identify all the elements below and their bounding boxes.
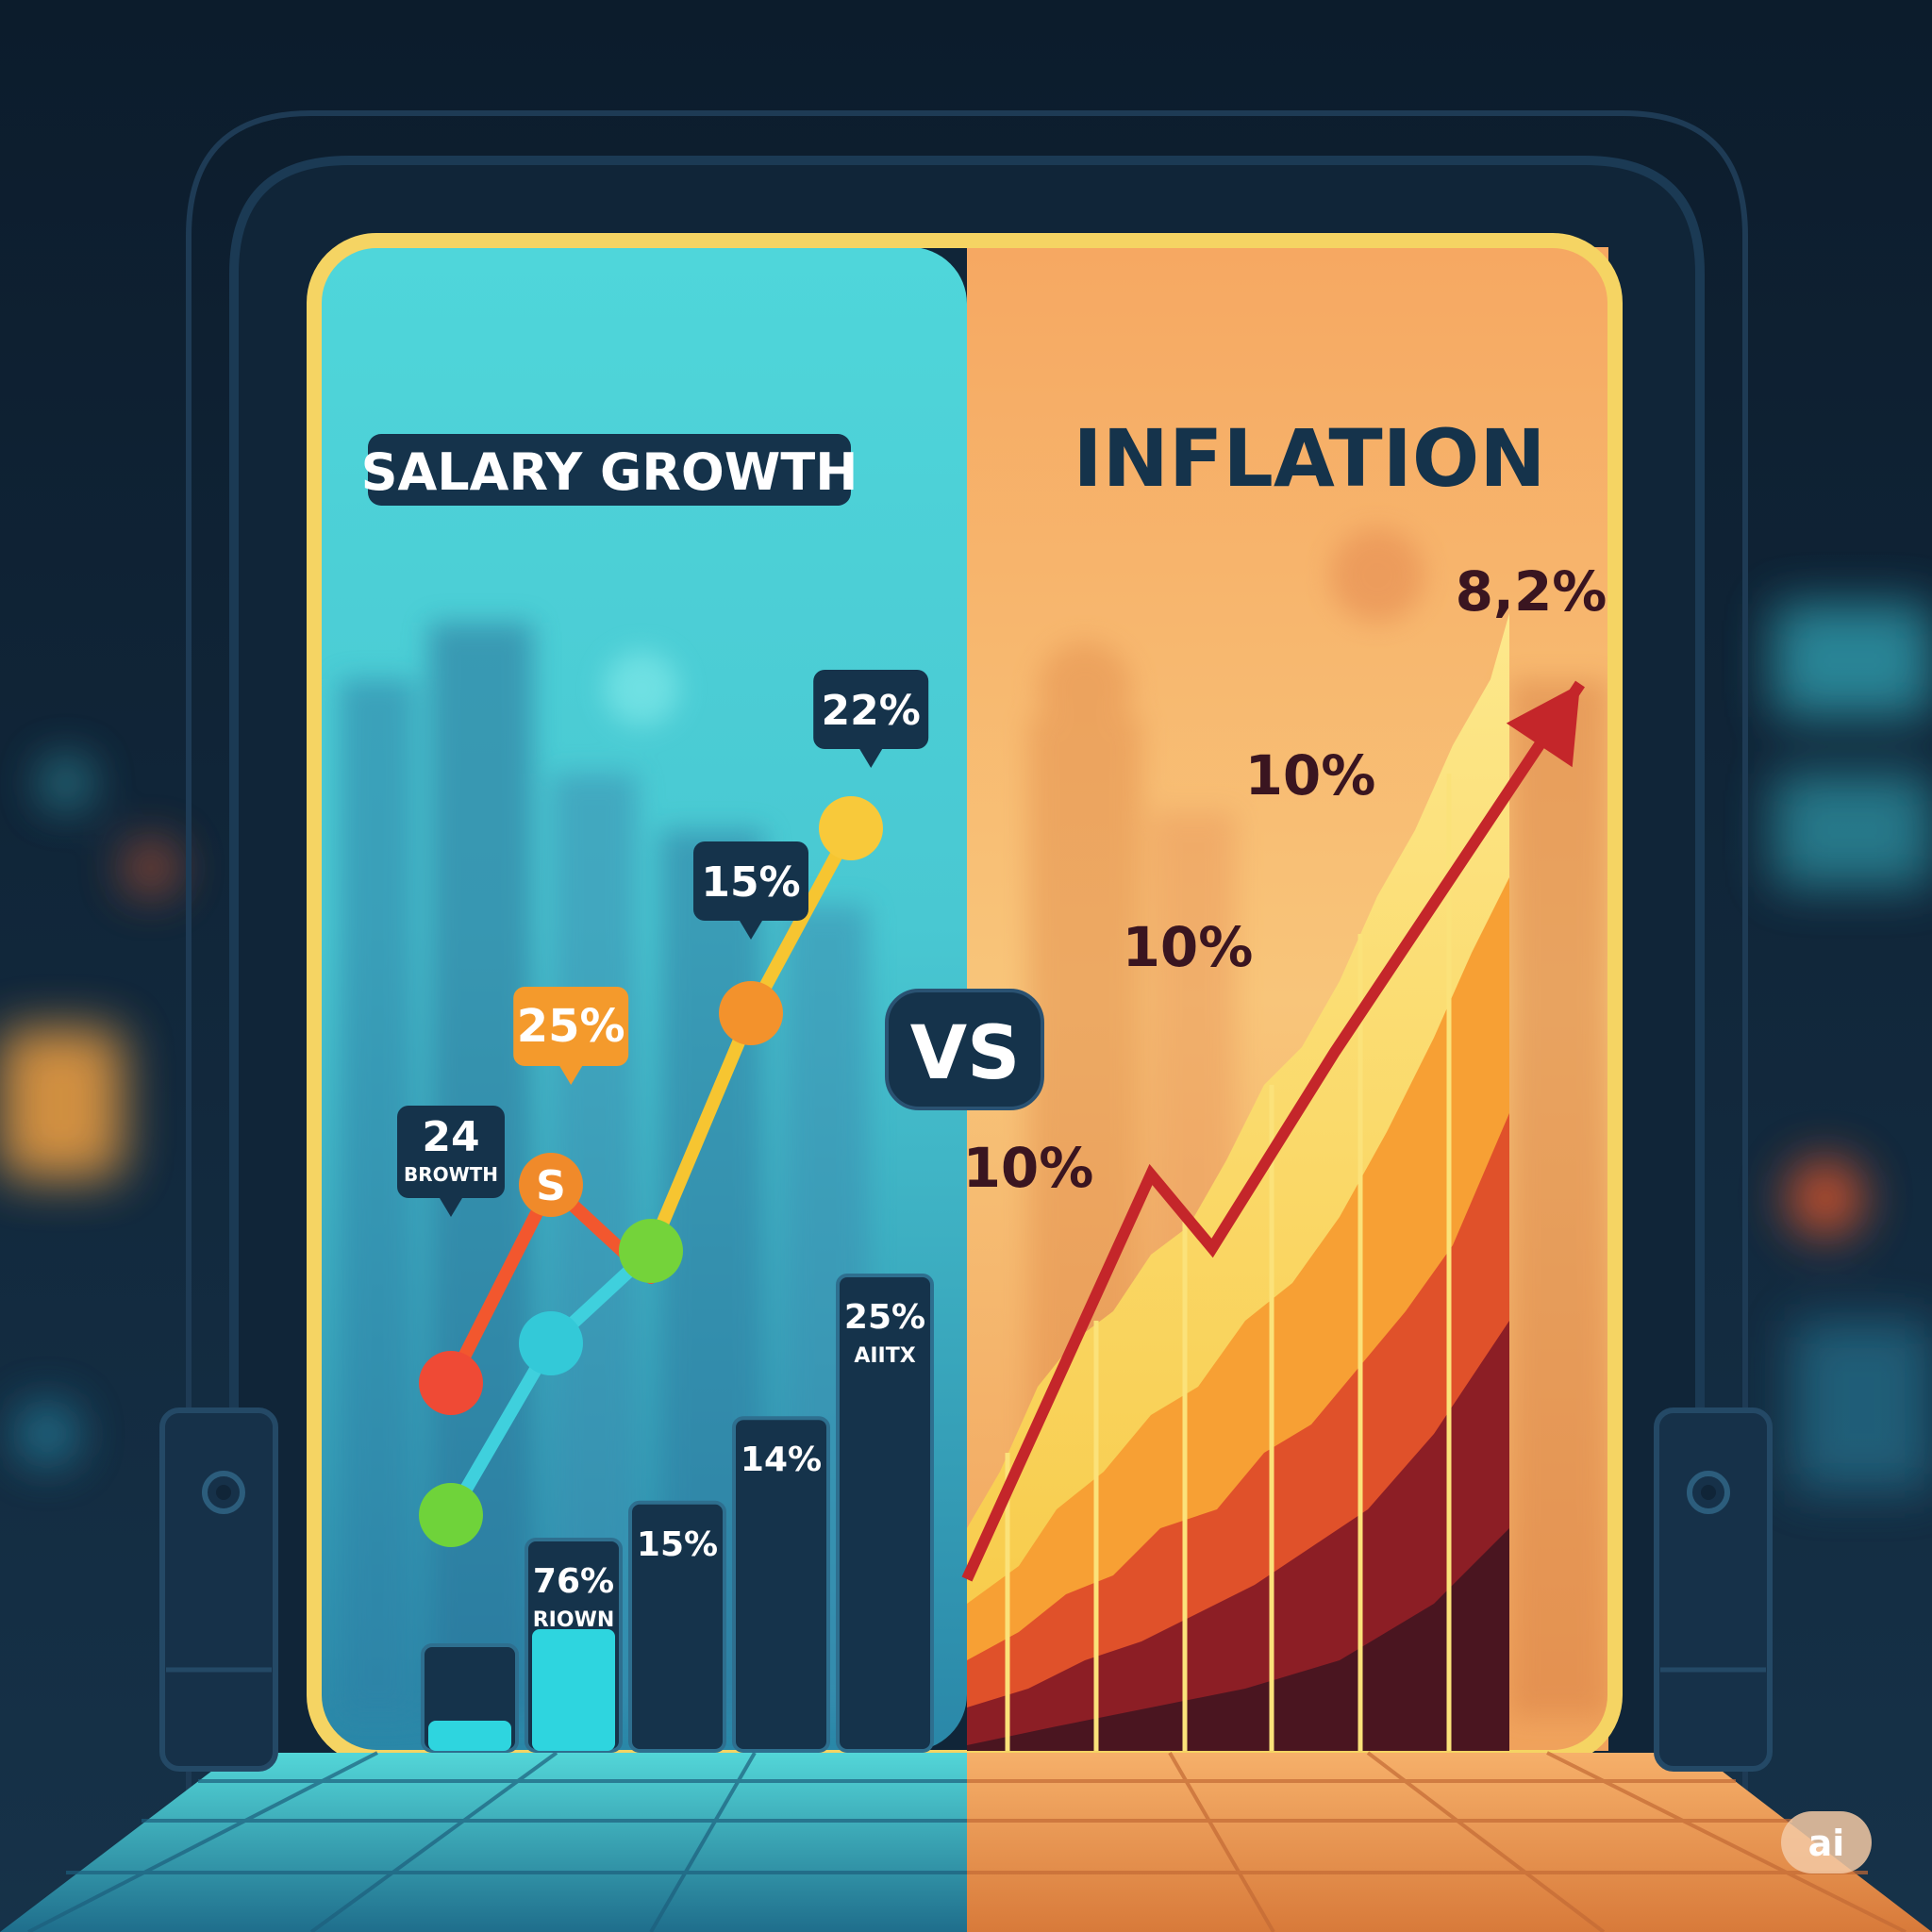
salary-bar-sub-label: AIITX [854,1344,915,1368]
vs-label: VS [910,1011,1021,1096]
salary-callout-bubble [813,670,929,749]
salary-callout-pointer [859,749,883,768]
salary-callout-pointer [559,1066,583,1085]
vs-badge: VS [885,989,1044,1110]
salary-callout-bubble [693,841,808,921]
salary-callout-value: 22% [822,687,921,735]
watermark-text: ai [1808,1823,1845,1864]
coin-symbol: S [536,1162,566,1210]
salary-data-point [419,1351,483,1415]
salary-bar-fill [532,1629,615,1751]
salary-data-point [619,1219,683,1283]
floor [0,1751,1932,1932]
salary-callout-value: 24 [422,1113,479,1161]
salary-title-badge: SALARY GROWTH [361,434,858,506]
salary-bar-value-label: 76% [533,1562,614,1601]
salary-data-point [819,796,883,860]
salary-bar-value-label: 25% [844,1298,925,1337]
inflation-value-label: 8,2% [1456,559,1607,624]
inflation-title: INFLATION [1073,412,1545,505]
salary-bar-fill [428,1721,511,1751]
inflation-arrow-head [1506,684,1580,768]
salary-data-point [419,1483,483,1547]
salary-callout-subtext: BROWTH [404,1163,498,1186]
salary-data-point [719,981,783,1045]
salary-bar [628,1500,726,1754]
salary-bar-value-label: 14% [741,1441,822,1479]
inflation-fire-area [967,613,1509,1751]
salary-bar [732,1416,830,1753]
salary-callout-pointer [740,921,762,940]
salary-growth-title: SALARY GROWTH [361,442,858,502]
inflation-trend-line [961,680,1585,1582]
inflation-value-label: 10% [963,1136,1094,1200]
inflation-value-label: 10% [1245,743,1376,808]
salary-data-point [519,1311,583,1375]
salary-data-point [519,1153,583,1217]
inflation-chart: 10% 10% 10% 8,2% [961,559,1607,1582]
background-bokeh [0,604,1932,1491]
salary-bar-value-label: 15% [637,1525,718,1564]
salary-bar [836,1274,934,1753]
salary-callout-pointer [440,1198,462,1217]
salary-callout-bubble [397,1106,505,1198]
salary-bar-sub-label: RIOWN [533,1608,615,1632]
salary-callout-value: 15% [701,858,800,907]
left-speaker [159,1407,278,1772]
right-speaker [1654,1407,1773,1772]
ai-watermark: ai [1781,1811,1872,1874]
inflation-value-label: 10% [1123,915,1254,979]
salary-callout-value: 25% [517,1000,625,1053]
salary-callout-bubble [513,987,629,1066]
